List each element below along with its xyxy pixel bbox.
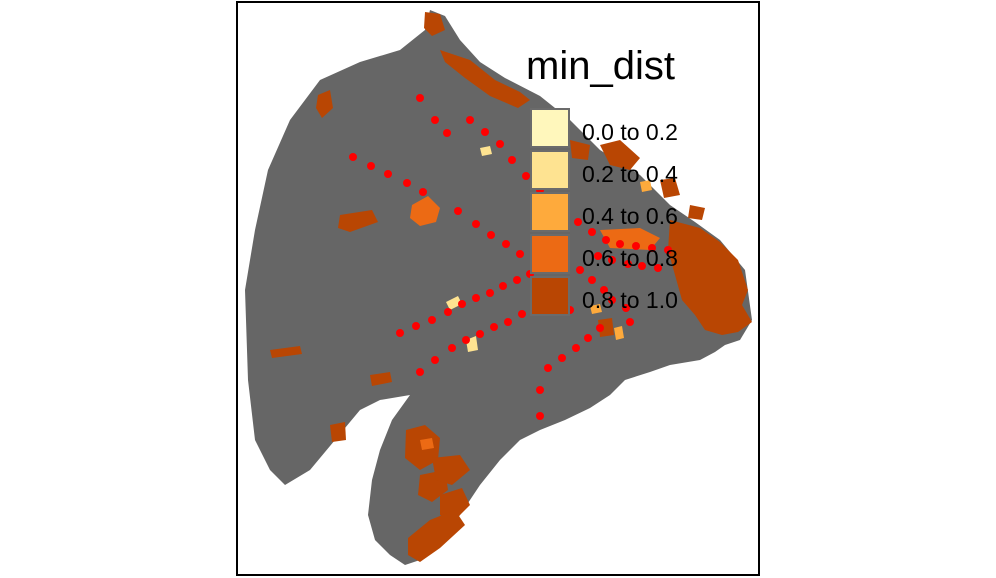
legend-swatch-1 [530,150,570,190]
station-point [626,318,634,326]
station-point [632,242,640,250]
station-point [522,172,530,180]
legend-swatch-4 [530,276,570,316]
station-point [490,323,498,331]
station-point [572,344,580,352]
station-point [472,220,480,228]
station-point [416,94,424,102]
station-point [513,276,521,284]
station-point [396,329,404,337]
station-point [624,260,632,268]
station-point [600,286,608,294]
station-point [403,179,411,187]
station-point [508,156,516,164]
districts-0.2-0.4 [446,146,492,352]
station-point [616,240,624,248]
station-point [458,300,466,308]
station-point [444,308,452,316]
station-point [476,330,484,338]
legend-label-4: 0.8 to 1.0 [582,287,678,313]
station-point [384,170,392,178]
districts-0.4-0.6 [590,180,652,340]
legend-swatch-3 [530,234,570,274]
districts-0.8-1.0 [270,12,752,562]
station-point [638,262,646,270]
station-point [472,294,480,302]
station-point [536,386,544,394]
legend-swatch-0 [530,108,570,148]
station-point [576,266,584,274]
station-point [588,276,596,284]
station-point [486,289,494,297]
station-point [608,256,616,264]
station-point [622,304,630,312]
station-point [496,140,504,148]
station-point [487,231,495,239]
station-point [428,316,436,324]
station-point [518,310,526,318]
station-point [536,412,544,420]
station-point [349,153,357,161]
station-point [588,228,596,236]
station-point [502,240,510,248]
station-point [574,218,582,226]
legend-label-2: 0.4 to 0.6 [582,203,678,229]
station-point [462,336,470,344]
station-point [448,344,456,352]
station-point [654,264,662,272]
station-point [454,207,462,215]
station-point [416,368,424,376]
station-point [412,322,420,330]
station-point [466,116,474,124]
legend-swatch-2 [530,192,570,232]
station-point [664,246,672,254]
station-point [594,252,602,260]
legend-label-0: 0.0 to 0.2 [582,119,678,145]
station-point [481,128,489,136]
legend-title: min_dist [526,44,675,88]
station-point [596,324,604,332]
station-point [602,236,610,244]
legend-label-3: 0.6 to 0.8 [582,245,678,271]
station-point [431,356,439,364]
legend-label-1: 0.2 to 0.4 [582,161,678,187]
city-boundary [245,10,752,565]
station-point [544,364,552,372]
station-point [367,162,375,170]
station-point [419,188,427,196]
station-point [431,116,439,124]
station-point [558,354,566,362]
station-point [443,129,451,137]
station-point [648,244,656,252]
station-point [584,334,592,342]
station-point [504,318,512,326]
districts-0.6-0.8 [410,196,660,450]
station-point [516,250,524,258]
station-point [499,282,507,290]
station-point [608,296,616,304]
